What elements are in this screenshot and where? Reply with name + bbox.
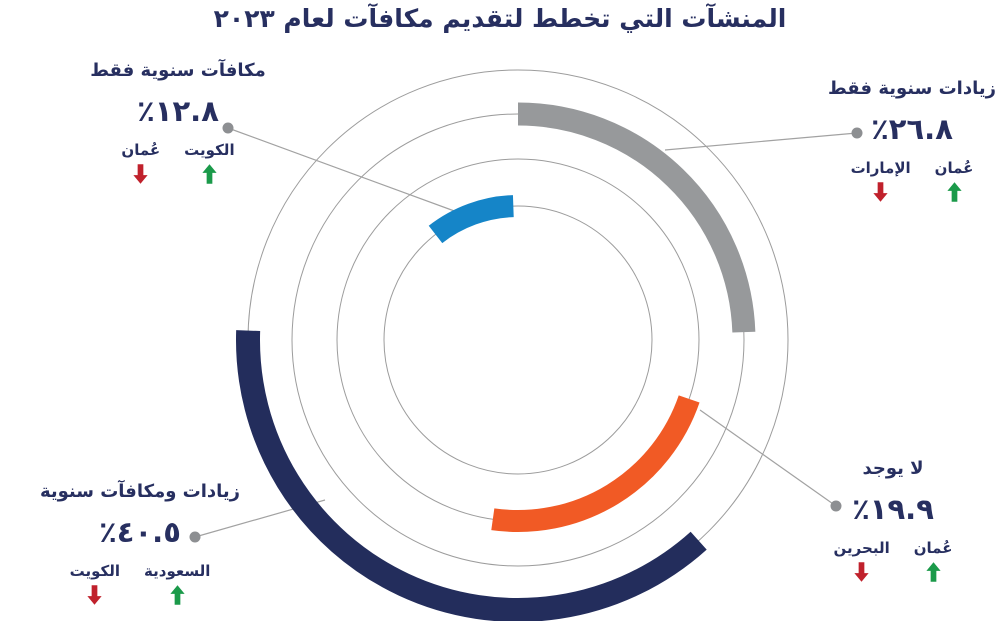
value-label: ٪٤٠.٥: [99, 515, 181, 549]
arc-none: [491, 395, 700, 532]
country-trends: الكويت عُمان: [58, 141, 298, 184]
country-name: عُمان: [121, 141, 161, 159]
country-up: السعودية: [144, 562, 210, 605]
connector-line-bonuses-only: [227, 127, 469, 217]
callout-none: لا يوجد ٪١٩.٩ عُمان البحرين: [773, 458, 1000, 582]
country-name: الإمارات: [850, 159, 911, 177]
trend-down-icon: [854, 562, 869, 582]
arc-increases-and-bonuses: [236, 330, 707, 621]
country-name: السعودية: [144, 562, 211, 580]
connector-dot-none: [830, 500, 842, 512]
callout-increases-only: زيادات سنوية فقط ٪٢٦.٨ عُمان الإمارات: [792, 78, 1000, 202]
country-up: عُمان: [934, 159, 974, 202]
connector-dot-increases-and-bonuses: [189, 531, 201, 543]
grid-ring: [383, 205, 653, 475]
country-down: الإمارات: [851, 159, 911, 202]
trend-up-icon: [946, 182, 962, 202]
country-name: عُمان: [934, 159, 974, 177]
trend-up-icon: [202, 164, 217, 184]
country-up: الكويت: [184, 141, 235, 184]
country-trends: عُمان البحرين: [773, 539, 1000, 582]
country-name: البحرين: [833, 539, 890, 557]
value-label: ٪١٢.٨: [137, 94, 219, 128]
connector-line-none: [699, 409, 837, 507]
trend-down-icon: [133, 164, 148, 184]
category-label: زيادات ومكافآت سنوية: [39, 481, 241, 502]
country-name: الكويت: [184, 141, 235, 159]
arc-bonuses-only: [428, 195, 515, 244]
category-label: لا يوجد: [862, 458, 924, 479]
country-name: عُمان: [913, 539, 953, 557]
callout-bonuses-only: مكافآت سنوية فقط ٪١٢.٨ الكويت عُمان: [58, 60, 298, 184]
category-label: زيادات سنوية فقط: [828, 78, 996, 99]
chart-title: المنشآت التي تخطط لتقديم مكافآت لعام ٢٠٢…: [213, 4, 787, 33]
trend-up-icon: [925, 562, 941, 582]
value-label: ٪٢٦.٨: [871, 112, 953, 146]
category-label: مكافآت سنوية فقط: [90, 60, 266, 81]
country-down: البحرين: [834, 539, 890, 582]
value-label: ٪١٩.٩: [852, 492, 934, 526]
trend-up-icon: [170, 585, 185, 605]
connector-dot-increases-only: [851, 127, 863, 139]
arc-increases-only: [517, 102, 756, 333]
connector-dot-bonuses-only: [222, 122, 234, 134]
callout-increases-and-bonuses: زيادات ومكافآت سنوية ٪٤٠.٥ السعودية الكو…: [20, 481, 260, 605]
trend-down-icon: [87, 585, 102, 605]
country-up: عُمان: [913, 539, 953, 582]
connector-line-increases-only: [664, 132, 858, 151]
country-trends: السعودية الكويت: [20, 562, 260, 605]
country-trends: عُمان الإمارات: [792, 159, 1000, 202]
trend-down-icon: [873, 182, 888, 202]
country-down: الكويت: [70, 562, 120, 605]
country-down: عُمان: [121, 141, 160, 184]
country-name: الكويت: [69, 562, 121, 580]
